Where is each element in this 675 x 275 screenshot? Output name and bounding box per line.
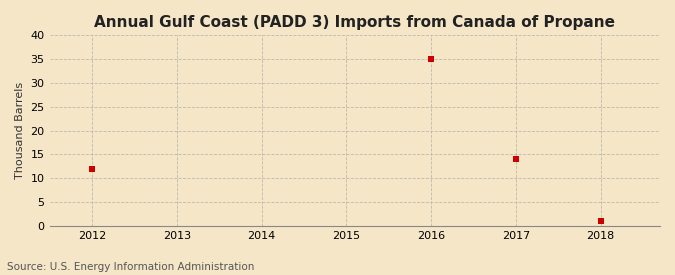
Text: Source: U.S. Energy Information Administration: Source: U.S. Energy Information Administ… xyxy=(7,262,254,272)
Title: Annual Gulf Coast (PADD 3) Imports from Canada of Propane: Annual Gulf Coast (PADD 3) Imports from … xyxy=(95,15,616,30)
Y-axis label: Thousand Barrels: Thousand Barrels xyxy=(15,82,25,179)
